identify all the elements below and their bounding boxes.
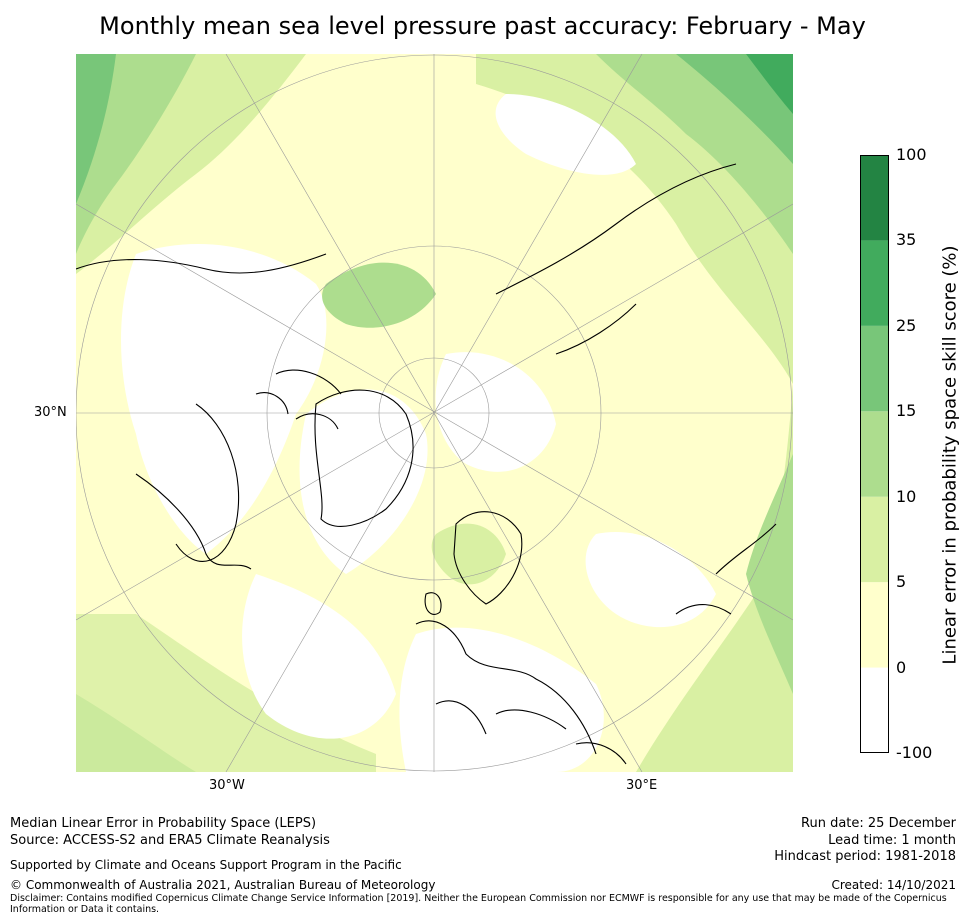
colorbar-bin [860,155,889,241]
colorbar-bin [860,240,889,326]
coastlines [76,163,777,765]
coast-asia-east [675,523,777,615]
lon-label-30w: 30°W [209,778,245,793]
coast-british-isles [424,592,442,615]
no-skill-siberia [495,94,636,175]
colorbar-tick-label: 35 [896,230,917,250]
footer-run-date: Run date: 25 December [801,816,956,831]
coast-europe [415,620,597,755]
coast-siberia [495,163,737,355]
skill-region-scandinavia [431,523,506,585]
footer-support: Supported by Climate and Oceans Support … [10,858,402,872]
colorbar-tick-label: 15 [896,401,917,421]
colorbar-tick-label: 10 [896,486,917,506]
polar-map [76,54,793,772]
colorbar-tick-label: 25 [896,315,917,335]
footer-disclaimer-2: Information or Data it contains. [10,904,160,915]
no-skill-arctic [435,352,556,472]
footer-hindcast: Hindcast period: 1981-2018 [774,849,956,864]
graticule [76,54,793,772]
footer-created: Created: 14/10/2021 [831,878,956,892]
coast-canadian-archipelago [255,369,342,430]
no-skill-atlantic [242,574,396,739]
coast-scandinavia [453,511,523,605]
colorbar-bin [860,325,889,412]
colorbar-tick-label: 5 [896,572,907,592]
skill-region-canada-arctic [322,262,436,328]
footer-copyright: © Commonwealth of Australia 2021, Austra… [10,878,436,892]
chart-title: Monthly mean sea level pressure past acc… [99,12,866,40]
footer-source: Source: ACCESS-S2 and ERA5 Climate Reana… [10,833,330,848]
skill-region-east-strong [746,454,793,694]
colorbar-bin [860,667,889,753]
no-skill-north-america [121,244,327,554]
skill-region-northeast-corner [746,54,793,114]
footer-method: Median Linear Error in Probability Space… [10,816,317,831]
colorbar-bin [860,582,889,668]
colorbar-tick-label: -100 [896,743,933,762]
lat-label-30n: 30°N [34,405,67,420]
no-skill-asia [585,532,716,628]
lon-label-30e: 30°E [626,778,658,793]
no-skill-europe [399,627,604,772]
colorbar-bin [860,496,889,583]
skill-region-northeast-top [676,54,793,164]
footer-disclaimer-1: Disclaimer: Contains modified Copernicus… [10,893,947,904]
skill-region-northwest-edge [76,54,116,204]
footer-lead-time: Lead time: 1 month [828,833,956,848]
colorbar-bin [860,411,889,497]
coast-greenland [314,389,414,527]
coast-mediterranean [495,709,627,765]
colorbar [860,155,889,753]
colorbar-tick-label: 100 [896,145,927,164]
coast-north-america [76,253,327,570]
colorbar-title: Linear error in probability space skill … [939,245,961,665]
skill-region-east [636,384,793,772]
no-skill-greenland [299,389,428,574]
colorbar-tick-label: 0 [896,657,907,677]
